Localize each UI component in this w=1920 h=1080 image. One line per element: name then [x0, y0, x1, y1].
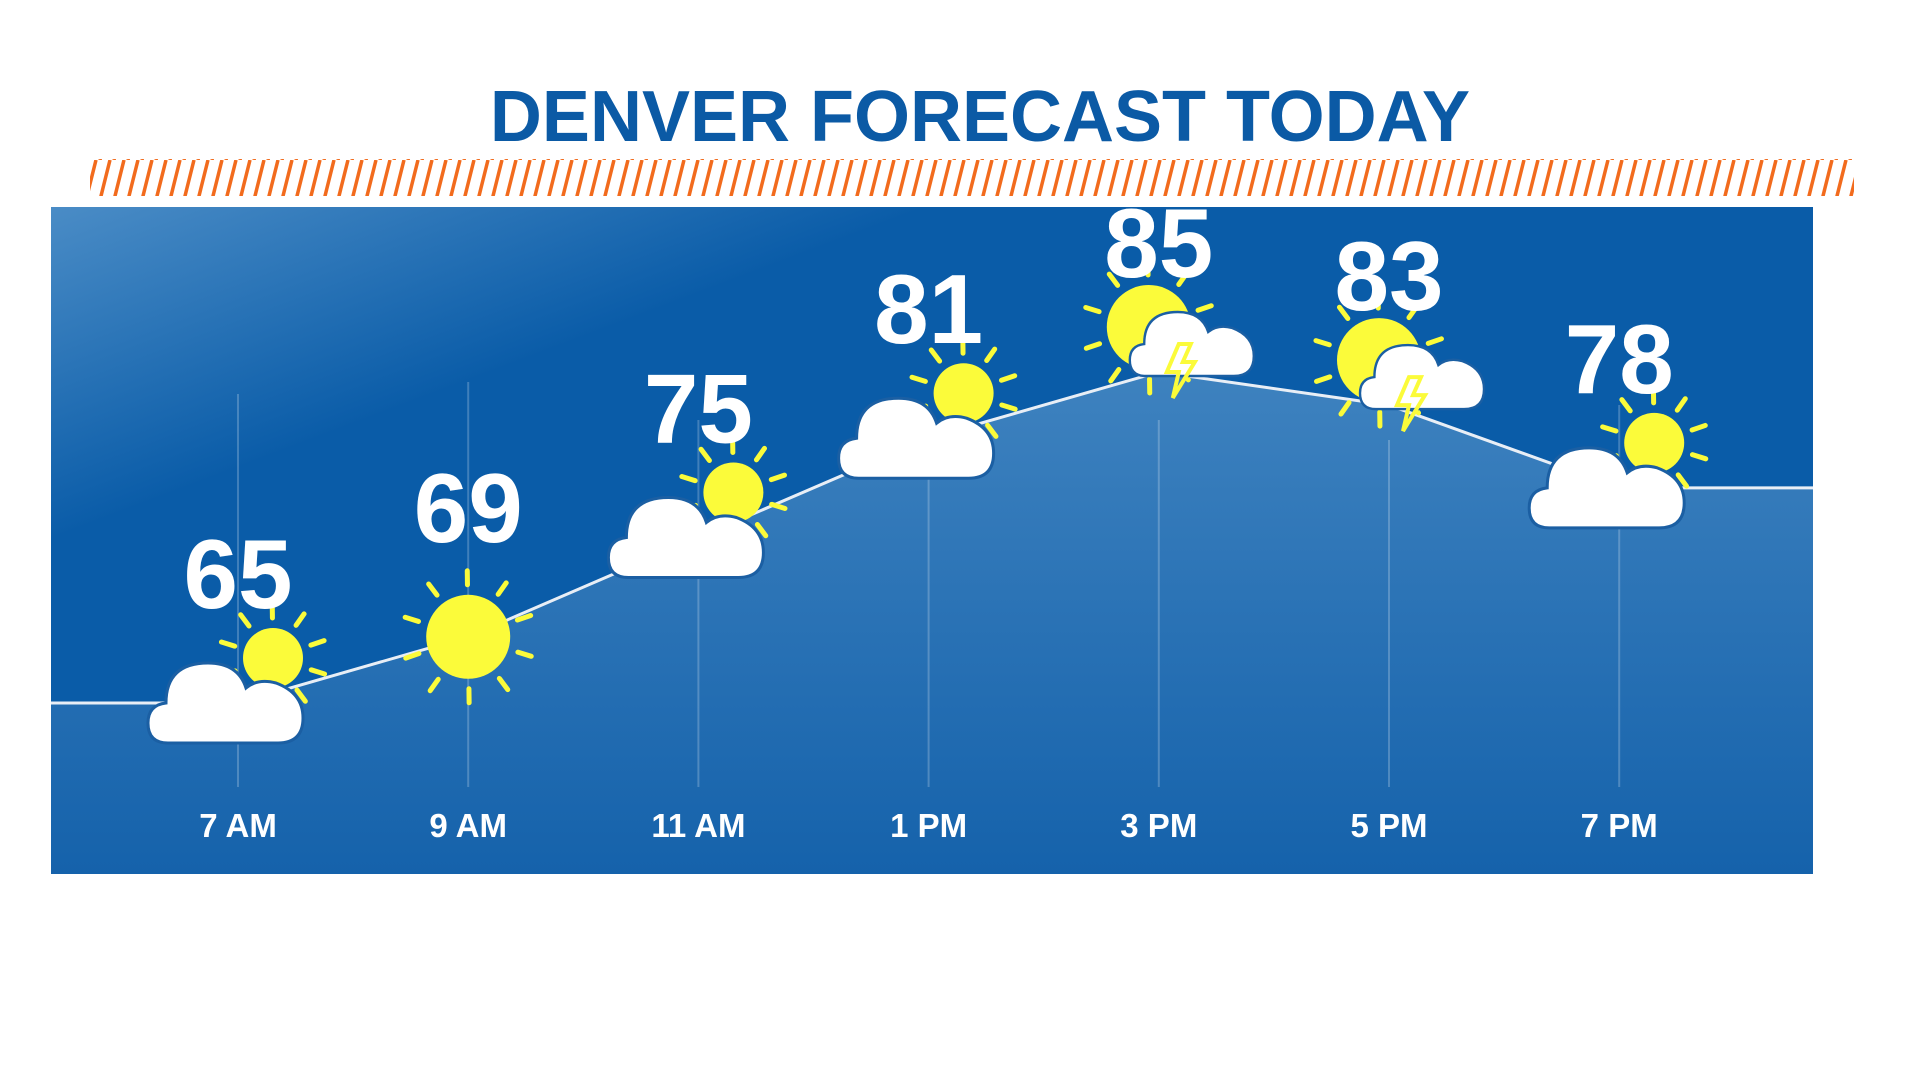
chart-title: DENVER FORECAST TODAY — [490, 77, 1470, 157]
cloud-icon — [1527, 446, 1686, 530]
lightning-icon — [1163, 342, 1199, 400]
weather-icon-partly-cloudy — [837, 336, 1018, 480]
weather-icon-sunny — [402, 568, 534, 706]
temperature-label: 85 — [1104, 188, 1213, 298]
sun-icon — [402, 568, 534, 706]
time-tick-label: 7 PM — [1581, 807, 1658, 844]
temperature-label: 65 — [183, 519, 292, 629]
time-tick-label: 9 AM — [429, 807, 507, 844]
time-tick-label: 11 AM — [651, 807, 745, 844]
cloud-icon — [837, 396, 996, 480]
time-tick-label: 3 PM — [1120, 807, 1197, 844]
weather-icon-thunderstorms — [1083, 258, 1256, 400]
temperature-label: 75 — [644, 354, 753, 464]
weather-icon-partly-cloudy — [606, 436, 788, 579]
temperature-label: 69 — [414, 453, 523, 563]
sun-icon — [218, 601, 328, 715]
time-tick-label: 5 PM — [1350, 807, 1427, 844]
hatch-divider — [90, 159, 1854, 196]
weather-icon-partly-cloudy — [146, 601, 328, 745]
temperature-label: 83 — [1334, 221, 1443, 331]
time-tick-label: 7 AM — [199, 807, 277, 844]
temperature-label: 78 — [1565, 304, 1674, 414]
cloud-icon — [606, 495, 765, 579]
weather-icon-partly-cloudy — [1527, 386, 1709, 530]
temperature-label: 81 — [874, 254, 983, 364]
cloud-icon — [146, 661, 305, 745]
time-tick-label: 1 PM — [890, 807, 967, 844]
lightning-icon — [1393, 375, 1429, 433]
temperature-area — [51, 372, 1813, 874]
weather-icon-thunderstorms — [1313, 291, 1486, 433]
